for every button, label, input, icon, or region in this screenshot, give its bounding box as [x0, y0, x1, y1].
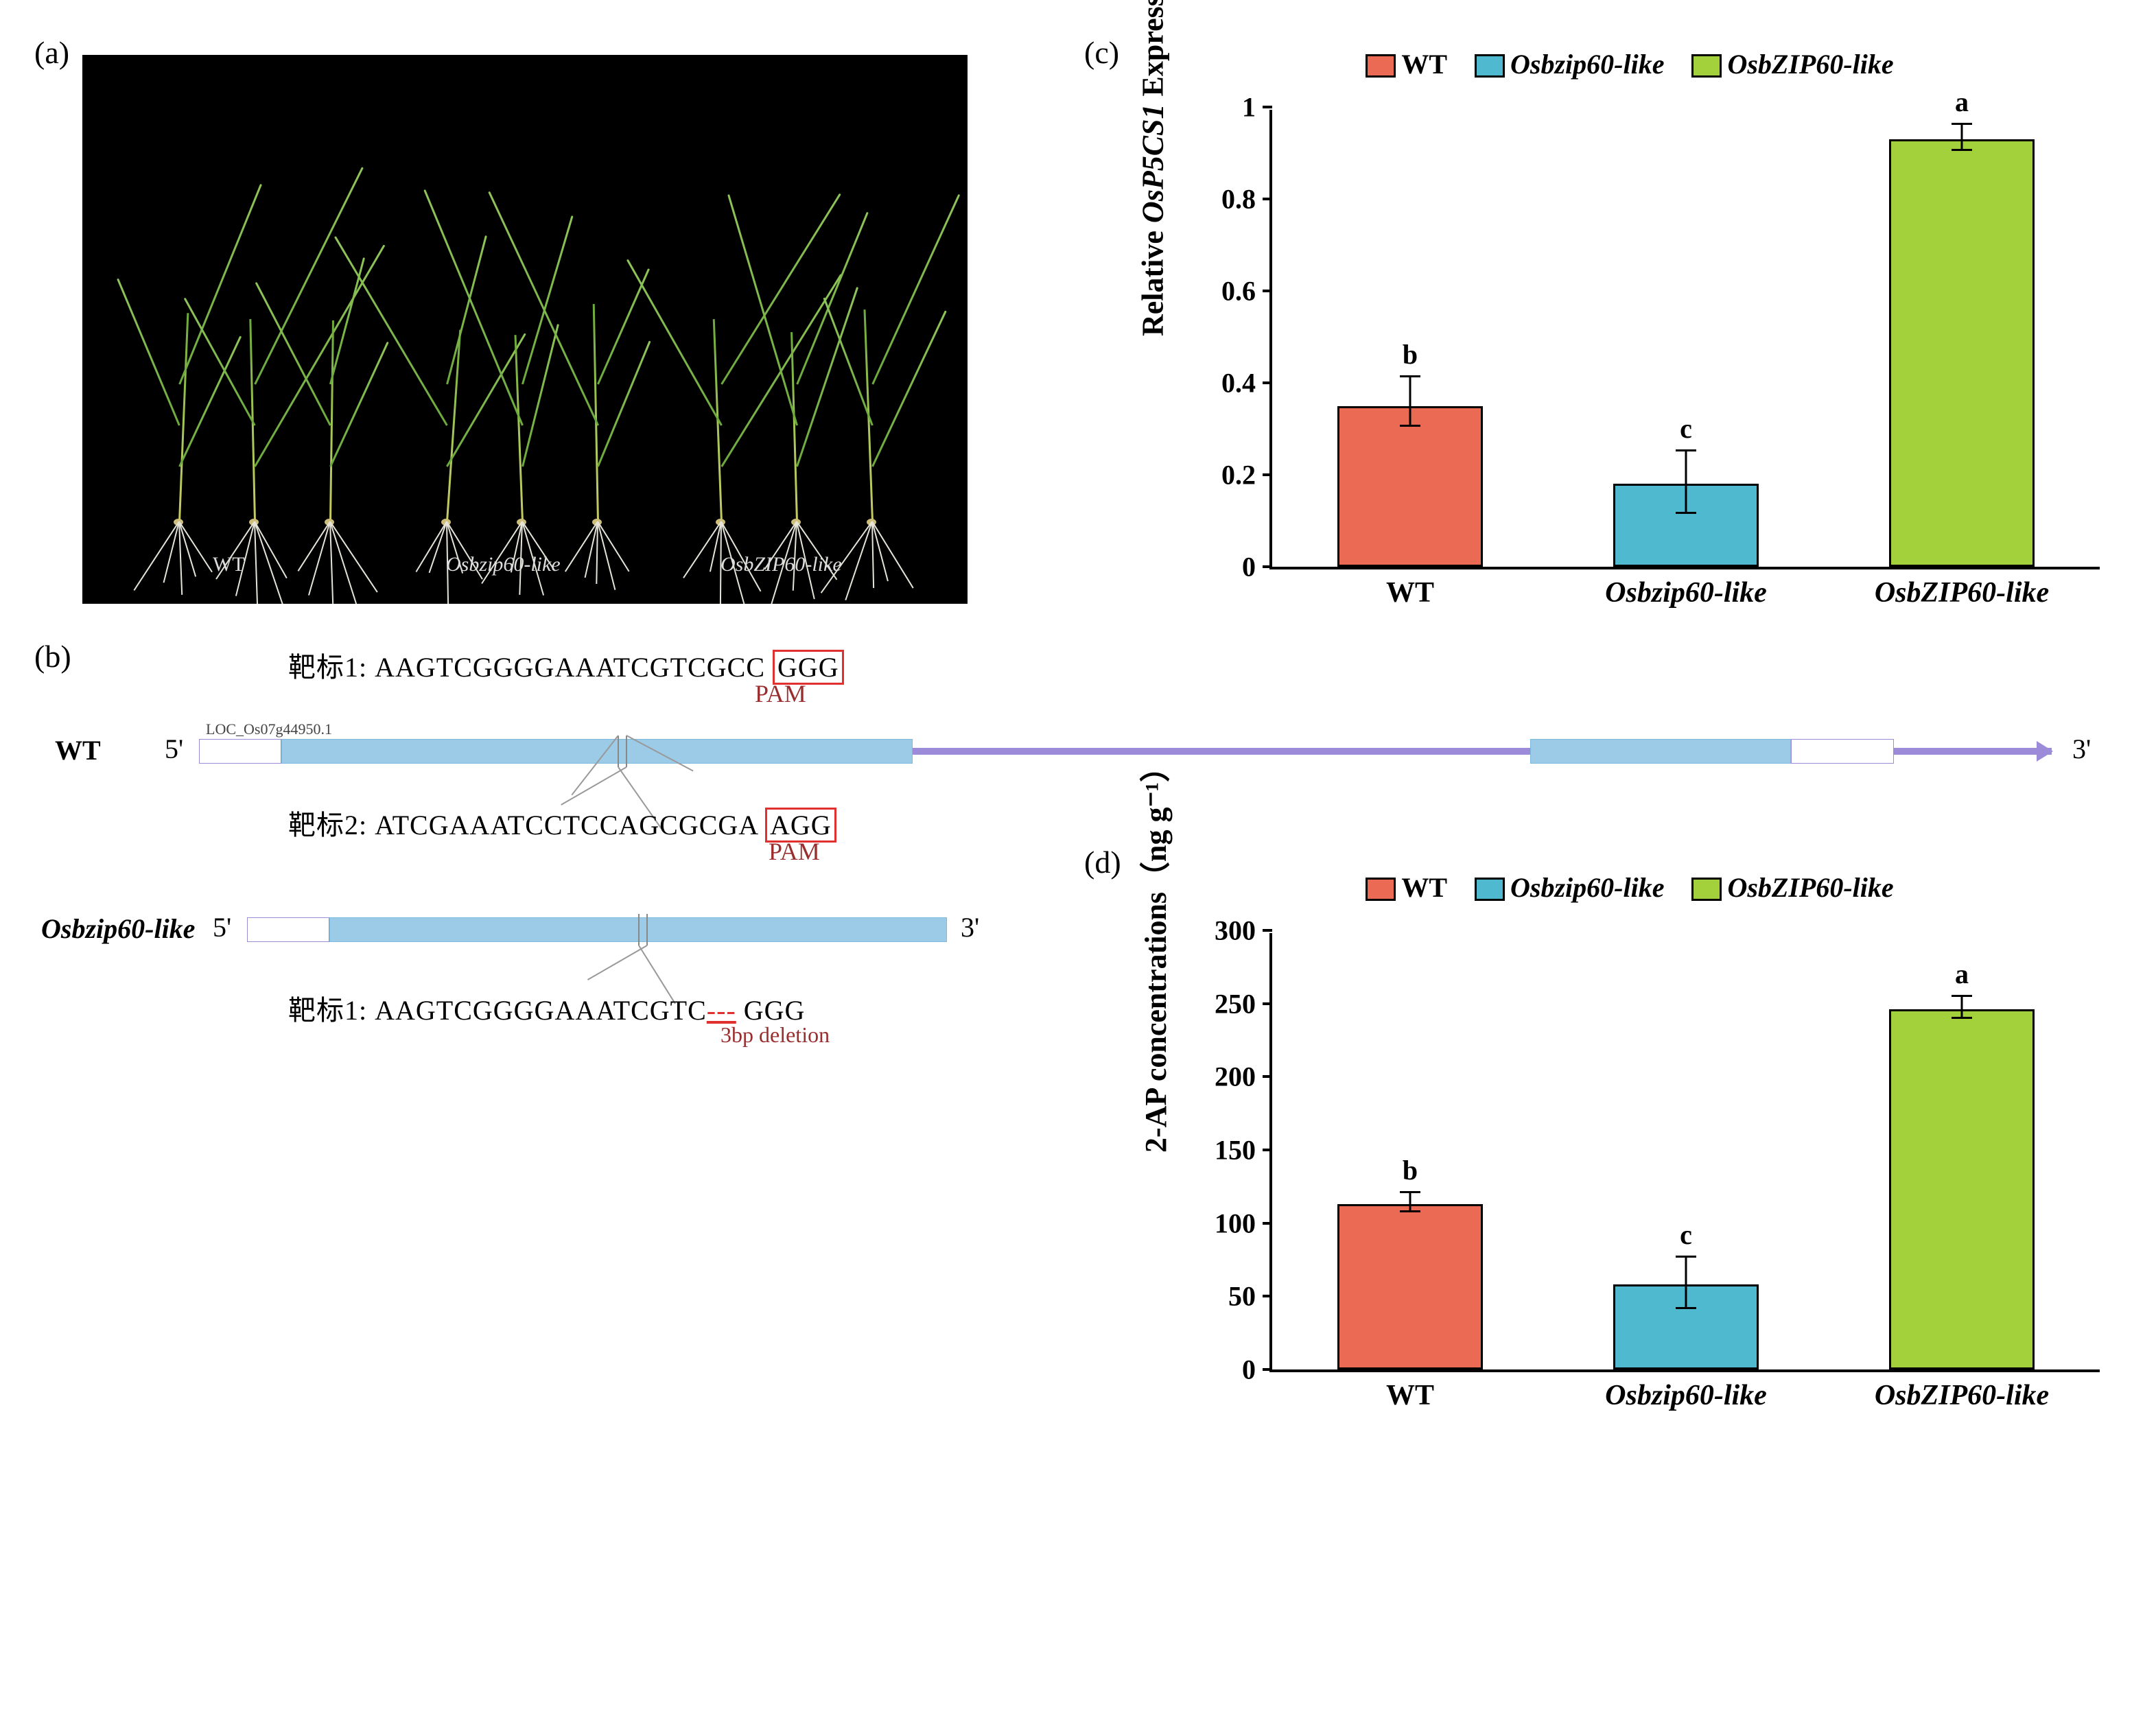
- ylabel-d: 2-AP concentrations（ng g⁻¹）: [1131, 752, 1175, 1153]
- target1-dna: AAGTCGGGGAAATCGTCGCC: [375, 652, 765, 683]
- photo-label-oe: OsbZIP60-like: [720, 553, 842, 576]
- panel-c-chart: WTOsbzip60-likeOsbZIP60-like Relative Os…: [1139, 34, 2120, 638]
- mut-utr-5: [247, 917, 329, 942]
- plot-c: 00.20.40.60.81bWTcOsbzip60-likeaOsbZIP60…: [1269, 110, 2100, 569]
- mut-track: [247, 926, 947, 933]
- mut-target-label: 靶标1:: [288, 995, 367, 1026]
- wt-label: WT: [55, 734, 101, 766]
- mutant-label: Osbzip60-like: [41, 913, 195, 945]
- target1-label: 靶标1:: [288, 652, 367, 683]
- photo-label-wt: WT: [213, 553, 245, 576]
- tick-t1a: [618, 736, 619, 767]
- legend-d: WTOsbzip60-likeOsbZIP60-like: [1139, 871, 2120, 904]
- tick-t1b: [626, 736, 627, 767]
- mut-5prime: 5': [213, 911, 231, 943]
- figure-root: (a) (b) (c) (d) WT Osbzip60-like OsbZIP6…: [14, 14, 2141, 1715]
- target2-seq: 靶标2: ATCGAAATCCTCCAGCGCGA AGG: [288, 803, 836, 843]
- panel-a-photo: WT Osbzip60-like OsbZIP60-like: [82, 55, 968, 604]
- mut-deletion: ---: [707, 995, 736, 1026]
- wt-exon-2: [1530, 739, 1791, 764]
- legend-c: WTOsbzip60-likeOsbZIP60-like: [1139, 48, 2120, 80]
- locus-label: LOC_Os07g44950.1: [206, 720, 332, 738]
- mut-leader-r: [587, 945, 648, 980]
- ylabel-c: Relative OsP5CS1 Expression: [1136, 0, 1171, 336]
- bar-0: b: [1337, 406, 1483, 567]
- wt-arrowhead: [2037, 741, 2053, 762]
- target2-dna: ATCGAAATCCTCCAGCGCGA: [375, 810, 758, 840]
- wt-exon-1: [281, 739, 913, 764]
- bar-2: a: [1889, 139, 2035, 567]
- pam-label-1: PAM: [755, 679, 806, 708]
- photo-label-mut: Osbzip60-like: [446, 553, 561, 576]
- bar-2: a: [1889, 1009, 2035, 1369]
- wt-3prime: 3': [2072, 733, 2091, 765]
- panel-label-c: (c): [1084, 34, 1119, 71]
- panel-label-a: (a): [34, 34, 69, 71]
- pam-label-2: PAM: [769, 837, 820, 866]
- panel-d-chart: WTOsbzip60-likeOsbZIP60-like 2-AP concen…: [1139, 858, 2120, 1448]
- bar-1: c: [1613, 1284, 1759, 1369]
- wt-5prime: 5': [165, 733, 183, 765]
- wt-track: LOC_Os07g44950.1: [199, 748, 2052, 755]
- bar-0: b: [1337, 1204, 1483, 1369]
- mut-seq-pre: AAGTCGGGGAAATCGTC: [375, 995, 707, 1026]
- wt-utr-3: [1791, 739, 1894, 764]
- mut-3prime: 3': [961, 911, 979, 943]
- plot-d: 050100150200250300bWTcOsbzip60-likeaOsbZ…: [1269, 933, 2100, 1372]
- mut-tick-a: [638, 914, 640, 945]
- bar-1: c: [1613, 484, 1759, 567]
- mut-tick-b: [646, 914, 648, 945]
- leader-t2-r: [561, 766, 626, 805]
- deletion-note: 3bp deletion: [720, 1022, 830, 1048]
- target2-label: 靶标2:: [288, 810, 367, 840]
- mut-seq-post: GGG: [736, 995, 806, 1026]
- wt-utr-5: [199, 739, 281, 764]
